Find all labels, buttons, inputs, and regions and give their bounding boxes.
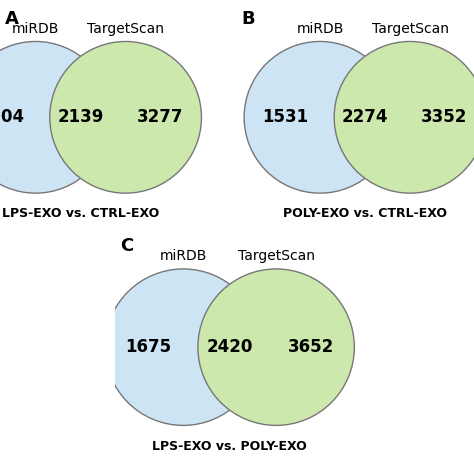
Text: miRDB: miRDB [12,21,59,36]
Text: miRDB: miRDB [160,249,207,263]
Text: A: A [5,10,18,28]
Circle shape [198,269,355,425]
Circle shape [244,42,396,193]
Circle shape [0,42,111,193]
Circle shape [334,42,474,193]
Text: B: B [242,10,255,28]
Text: 2274: 2274 [342,109,388,126]
Circle shape [105,269,262,425]
Text: 3652: 3652 [288,338,335,356]
Text: miRDB: miRDB [296,21,344,36]
Text: TargetScan: TargetScan [372,21,448,36]
Text: 3352: 3352 [421,109,467,126]
Text: 2420: 2420 [207,338,253,356]
Text: LPS-EXO vs. POLY-EXO: LPS-EXO vs. POLY-EXO [152,440,307,453]
Text: C: C [119,237,133,255]
Text: 1675: 1675 [125,338,171,356]
Text: LPS-EXO vs. CTRL-EXO: LPS-EXO vs. CTRL-EXO [2,208,159,220]
Text: 1504: 1504 [0,109,24,126]
Circle shape [50,42,201,193]
Text: 1531: 1531 [263,109,309,126]
Text: POLY-EXO vs. CTRL-EXO: POLY-EXO vs. CTRL-EXO [283,208,447,220]
Text: 3277: 3277 [137,109,183,126]
Text: 2139: 2139 [57,109,104,126]
Text: TargetScan: TargetScan [237,249,315,263]
Text: TargetScan: TargetScan [87,21,164,36]
